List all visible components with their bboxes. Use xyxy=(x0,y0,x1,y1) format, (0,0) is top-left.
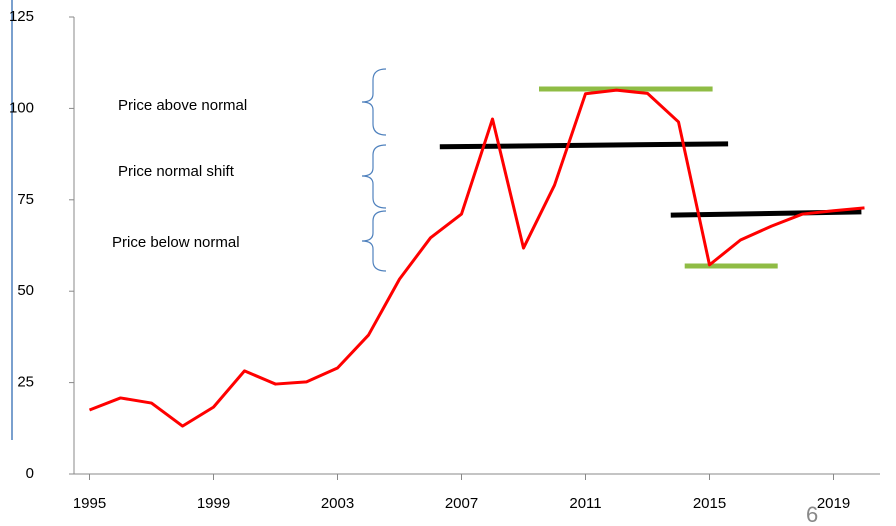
brace xyxy=(361,68,387,136)
x-tick-label: 2007 xyxy=(445,495,478,512)
y-tick-label: 50 xyxy=(17,282,34,299)
y-tick-label: 75 xyxy=(17,191,34,208)
x-tick-label: 2003 xyxy=(321,495,354,512)
y-tick-label: 125 xyxy=(9,8,34,25)
brace xyxy=(361,210,387,272)
braces xyxy=(361,68,387,272)
x-tick-label: 2019 xyxy=(817,495,850,512)
y-tick-label: 100 xyxy=(9,99,34,116)
page-number: 6 xyxy=(806,502,818,526)
x-tick-label: 1995 xyxy=(73,495,106,512)
annotation: Price above normal xyxy=(118,97,247,114)
annotation: Price below normal xyxy=(112,234,240,251)
brace xyxy=(361,144,387,209)
annotation: Price normal shift xyxy=(118,163,235,180)
level-line xyxy=(439,141,729,150)
y-tick-label: 0 xyxy=(26,465,34,482)
price-line xyxy=(88,88,865,428)
x-tick-label: 2015 xyxy=(693,495,726,512)
x-tick-label: 2011 xyxy=(569,495,601,512)
y-tick-label: 25 xyxy=(17,374,34,391)
x-tick-label: 1999 xyxy=(197,495,230,512)
